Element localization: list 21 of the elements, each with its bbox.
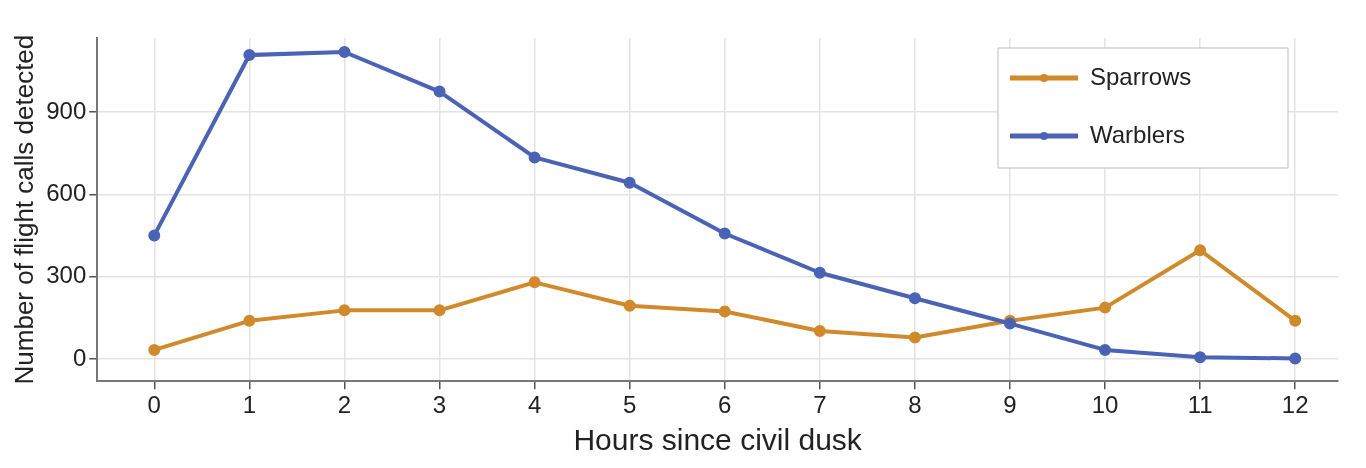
x-tick-label: 3 bbox=[432, 391, 447, 419]
x-tick-label: 11 bbox=[1187, 391, 1213, 419]
x-tick-label: 2 bbox=[337, 391, 352, 419]
x-tick-label: 8 bbox=[908, 391, 922, 419]
x-axis-title: Hours since civil dusk bbox=[573, 423, 863, 457]
y-tick-label: 600 bbox=[46, 179, 87, 207]
y-tick-label: 0 bbox=[72, 343, 87, 371]
x-tick-label: 1 bbox=[242, 391, 257, 419]
x-tick-label: 6 bbox=[718, 391, 732, 419]
x-tick-label: 4 bbox=[527, 391, 542, 419]
y-tick-label: 900 bbox=[46, 96, 87, 124]
x-tick-label: 12 bbox=[1281, 391, 1309, 419]
y-tick-label: 300 bbox=[46, 261, 87, 289]
x-tick-label: 10 bbox=[1091, 391, 1119, 419]
legend-label: Sparrows bbox=[1090, 62, 1192, 90]
x-tick-label: 7 bbox=[813, 391, 827, 419]
x-tick-label: 9 bbox=[1003, 391, 1017, 419]
y-axis-title: Number of flight calls detected bbox=[8, 34, 39, 385]
x-tick-label: 0 bbox=[147, 391, 161, 419]
x-tick-label: 5 bbox=[623, 391, 637, 419]
legend-label: Warblers bbox=[1090, 120, 1186, 148]
